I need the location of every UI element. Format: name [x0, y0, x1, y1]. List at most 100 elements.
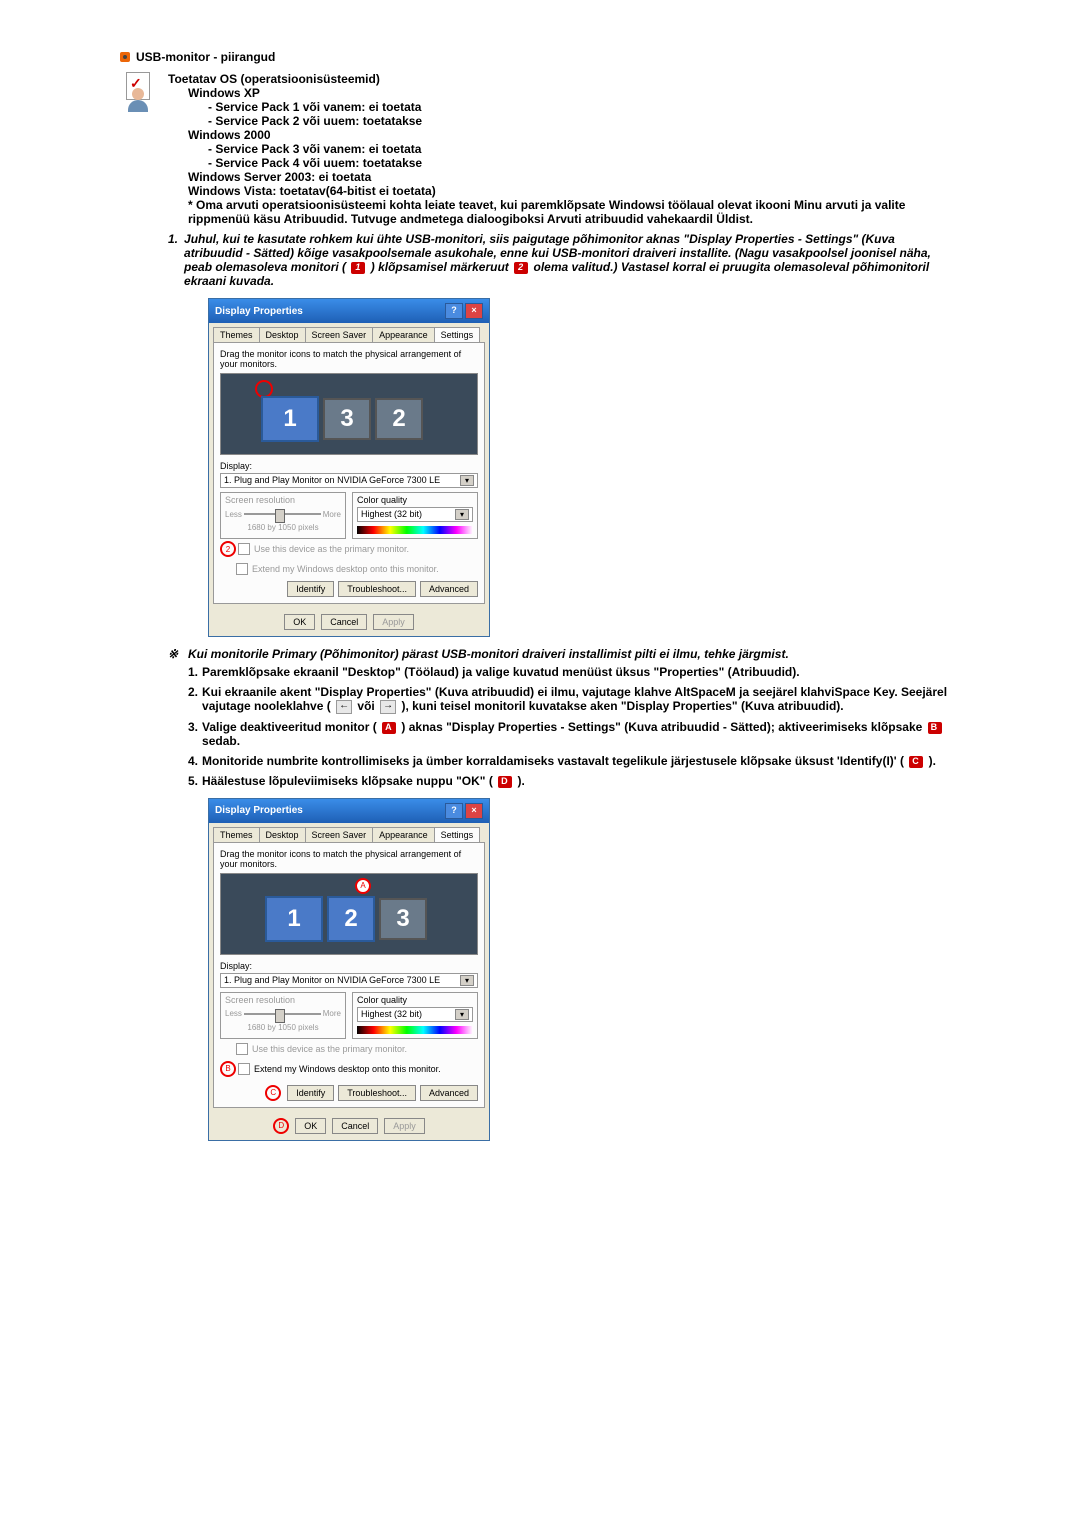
display-properties-dialog-1: Display Properties ? × Themes Desktop Sc…	[208, 298, 948, 637]
close-button[interactable]: ×	[465, 803, 483, 819]
titlebar: Display Properties ? ×	[209, 299, 489, 323]
note1-num: 1.	[168, 232, 178, 288]
color-quality-box: Color quality Highest (32 bit) ▾	[352, 992, 478, 1039]
os-title: Toetatav OS (operatsioonisüsteemid)	[168, 72, 948, 86]
tab-themes[interactable]: Themes	[213, 327, 260, 342]
drag-instruction: Drag the monitor icons to match the phys…	[220, 349, 478, 369]
primary-checkbox[interactable]: Use this device as the primary monitor.	[238, 543, 409, 555]
step-4: 4. Monitoride numbrite kontrollimiseks j…	[188, 754, 948, 768]
cancel-button[interactable]: Cancel	[332, 1118, 378, 1134]
os-vista: Windows Vista: toetatav(64-bitist ei toe…	[188, 184, 948, 198]
color-dropdown[interactable]: Highest (32 bit) ▾	[357, 1007, 473, 1022]
monitor-3[interactable]: 3	[323, 398, 371, 440]
dropdown-arrow-icon: ▾	[460, 975, 474, 986]
header-text: USB-monitor - piirangud	[136, 50, 275, 64]
person-icon: ✓	[120, 72, 160, 1151]
monitor-2[interactable]: 2	[327, 896, 375, 942]
tab-screensaver[interactable]: Screen Saver	[305, 327, 374, 342]
monitor-2[interactable]: 2	[375, 398, 423, 440]
right-arrow-icon: →	[380, 700, 396, 714]
color-bar	[357, 526, 473, 534]
help-button[interactable]: ?	[445, 803, 463, 819]
color-quality-box: Color quality Highest (32 bit) ▾	[352, 492, 478, 539]
tab-settings[interactable]: Settings	[434, 327, 481, 342]
primary-checkbox[interactable]: Use this device as the primary monitor.	[236, 1043, 478, 1055]
cancel-button[interactable]: Cancel	[321, 614, 367, 630]
marker-c-ring: C	[265, 1085, 281, 1101]
titlebar: Display Properties ? ×	[209, 799, 489, 823]
ok-button[interactable]: OK	[284, 614, 315, 630]
screen-resolution-box: Screen resolution Less More 1680 by 1050…	[220, 492, 346, 539]
tab-themes[interactable]: Themes	[213, 827, 260, 842]
marker-2-icon	[514, 262, 528, 274]
os-server: Windows Server 2003: ei toetata	[188, 170, 948, 184]
display-dropdown[interactable]: 1. Plug and Play Monitor on NVIDIA GeFor…	[220, 973, 478, 988]
left-arrow-icon: ←	[336, 700, 352, 714]
dialog-title: Display Properties	[215, 306, 303, 317]
os-xp-sp2: - Service Pack 2 või uuem: toetatakse	[208, 114, 948, 128]
step-1: 1. Paremklõpsake ekraanil "Desktop" (Töö…	[188, 665, 948, 679]
tab-desktop[interactable]: Desktop	[259, 827, 306, 842]
identify-button[interactable]: Identify	[287, 1085, 334, 1101]
tabs: Themes Desktop Screen Saver Appearance S…	[209, 323, 489, 342]
resolution-slider[interactable]	[244, 1007, 321, 1021]
display-label: Display:	[220, 461, 478, 471]
drag-instruction: Drag the monitor icons to match the phys…	[220, 849, 478, 869]
step-3: 3. Valige deaktiveeritud monitor ( ) akn…	[188, 720, 948, 748]
monitor-arrangement[interactable]: 1 3 2	[220, 373, 478, 455]
extend-checkbox[interactable]: Extend my Windows desktop onto this moni…	[238, 1063, 441, 1075]
marker-2-ring: 2	[220, 541, 236, 557]
color-dropdown[interactable]: Highest (32 bit) ▾	[357, 507, 473, 522]
display-dropdown[interactable]: 1. Plug and Play Monitor on NVIDIA GeFor…	[220, 473, 478, 488]
tab-appearance[interactable]: Appearance	[372, 327, 435, 342]
monitor-3[interactable]: 3	[379, 898, 427, 940]
marker-1-icon	[351, 262, 365, 274]
marker-d-icon	[498, 776, 512, 788]
advanced-button[interactable]: Advanced	[420, 1085, 478, 1101]
ok-button[interactable]: OK	[295, 1118, 326, 1134]
dropdown-arrow-icon: ▾	[455, 1009, 469, 1020]
tab-settings[interactable]: Settings	[434, 827, 481, 842]
tab-screensaver[interactable]: Screen Saver	[305, 827, 374, 842]
note1: 1. Juhul, kui te kasutate rohkem kui üht…	[168, 232, 948, 288]
monitor-1[interactable]: 1	[265, 896, 323, 942]
marker-a-ring: A	[355, 878, 371, 894]
color-bar	[357, 1026, 473, 1034]
os-w2k-sp4: - Service Pack 4 või uuem: toetatakse	[208, 156, 948, 170]
display-label: Display:	[220, 961, 478, 971]
troubleshoot-button[interactable]: Troubleshoot...	[338, 1085, 416, 1101]
os-note: * Oma arvuti operatsioonisüsteemi kohta …	[188, 198, 948, 226]
help-button[interactable]: ?	[445, 303, 463, 319]
marker-d-ring: D	[273, 1118, 289, 1134]
dialog-title: Display Properties	[215, 805, 303, 816]
close-button[interactable]: ×	[465, 303, 483, 319]
os-w2k-sp3: - Service Pack 3 või vanem: ei toetata	[208, 142, 948, 156]
bullet-icon	[120, 52, 130, 62]
monitor-1[interactable]: 1	[261, 396, 319, 442]
troubleshoot-button[interactable]: Troubleshoot...	[338, 581, 416, 597]
os-w2k: Windows 2000	[188, 128, 948, 142]
marker-b-icon	[928, 722, 942, 734]
identify-button[interactable]: Identify	[287, 581, 334, 597]
marker-a-icon	[382, 722, 396, 734]
monitor-arrangement[interactable]: A 1 2 3	[220, 873, 478, 955]
apply-button[interactable]: Apply	[373, 614, 414, 630]
advanced-button[interactable]: Advanced	[420, 581, 478, 597]
dropdown-arrow-icon: ▾	[455, 509, 469, 520]
step-2: 2. Kui ekraanile akent "Display Properti…	[188, 685, 948, 714]
extend-checkbox[interactable]: Extend my Windows desktop onto this moni…	[236, 563, 478, 575]
apply-button[interactable]: Apply	[384, 1118, 425, 1134]
tabs: Themes Desktop Screen Saver Appearance S…	[209, 823, 489, 842]
step-5: 5. Häälestuse lõpuleviimiseks klõpsake n…	[188, 774, 948, 788]
os-xp-sp1: - Service Pack 1 või vanem: ei toetata	[208, 100, 948, 114]
section-header: USB-monitor - piirangud	[120, 50, 960, 64]
dropdown-arrow-icon: ▾	[460, 475, 474, 486]
screen-resolution-box: Screen resolution Less More 1680 by 1050…	[220, 992, 346, 1039]
resolution-slider[interactable]	[244, 507, 321, 521]
tab-appearance[interactable]: Appearance	[372, 827, 435, 842]
star-note: ※ Kui monitorile Primary (Põhimonitor) p…	[168, 647, 948, 661]
tab-desktop[interactable]: Desktop	[259, 327, 306, 342]
marker-b-ring: B	[220, 1061, 236, 1077]
os-xp: Windows XP	[188, 86, 948, 100]
display-properties-dialog-2: Display Properties ? × Themes Desktop Sc…	[208, 798, 948, 1141]
